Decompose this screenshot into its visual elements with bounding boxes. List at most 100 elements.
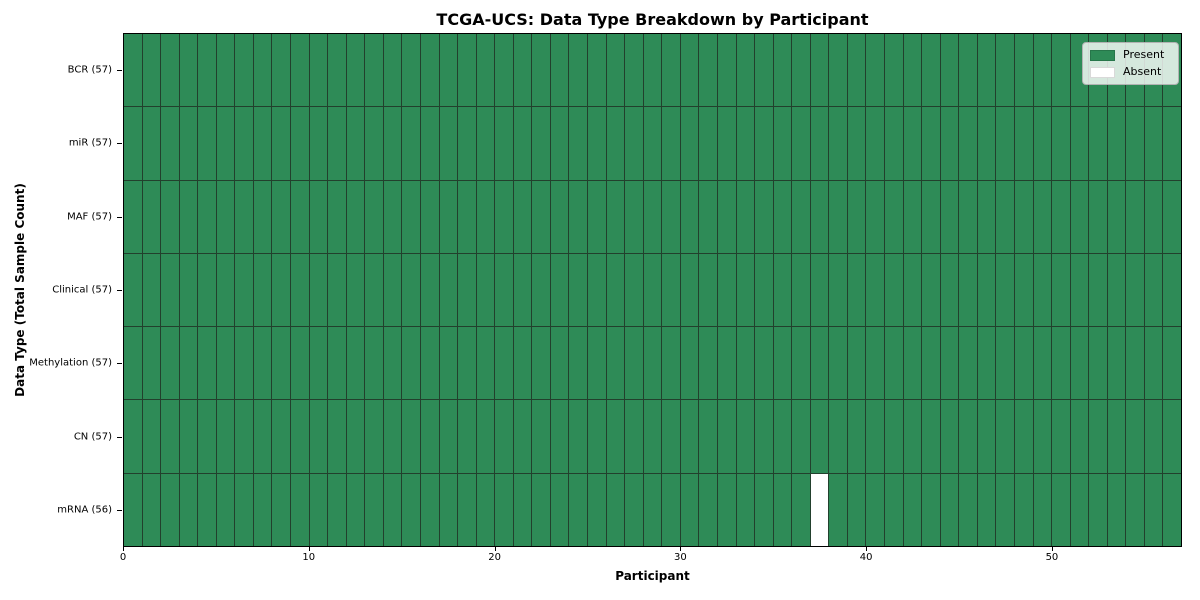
heatmap-cell [458, 400, 476, 473]
heatmap-cell [142, 107, 161, 180]
heatmap-cell [365, 400, 383, 473]
heatmap-cell [1014, 473, 1033, 546]
heatmap-cell [736, 400, 755, 473]
heatmap-cell [198, 473, 216, 546]
heatmap-cell [606, 473, 625, 546]
heatmap-cell [272, 107, 291, 180]
heatmap-cell [328, 327, 346, 400]
heatmap-cell [179, 34, 198, 107]
heatmap-cell [179, 400, 198, 473]
heatmap-cell [1070, 180, 1089, 253]
heatmap-cell [365, 473, 383, 546]
heatmap-cell [569, 473, 588, 546]
heatmap-cell [365, 34, 383, 107]
heatmap-cell [903, 253, 922, 327]
heatmap-cell [606, 34, 625, 107]
heatmap-cell [699, 34, 717, 107]
heatmap-cell [513, 400, 532, 473]
heatmap-cell [309, 473, 328, 546]
heatmap-cell [940, 107, 959, 180]
heatmap-cell [346, 400, 365, 473]
y-tick-label: Clinical (57) [52, 284, 112, 296]
legend-label: Absent [1123, 65, 1162, 78]
heatmap-cell [198, 180, 216, 253]
y-tick-mark [117, 143, 122, 145]
heatmap-cell [346, 253, 365, 327]
heatmap-cell [346, 180, 365, 253]
heatmap-cell [179, 473, 198, 546]
heatmap-cell [1052, 473, 1070, 546]
heatmap-cell [662, 473, 680, 546]
heatmap-cell [1014, 253, 1033, 327]
heatmap-cell [253, 180, 272, 253]
heatmap-cell [1089, 107, 1107, 180]
heatmap-cell [625, 180, 643, 253]
heatmap-cell [1052, 107, 1070, 180]
heatmap-cell [458, 180, 476, 253]
heatmap-cell [1144, 327, 1163, 400]
heatmap-cell [1070, 253, 1089, 327]
heatmap-cell [383, 180, 402, 253]
heatmap-cell [328, 107, 346, 180]
heatmap-cell [124, 34, 142, 107]
heatmap-cell [272, 253, 291, 327]
heatmap-cell [124, 107, 142, 180]
heatmap-cell [1033, 107, 1052, 180]
heatmap-cell [606, 180, 625, 253]
heatmap-cell [1126, 107, 1144, 180]
heatmap-cell [792, 180, 810, 253]
y-tick-label: miR (57) [68, 137, 112, 149]
heatmap-cell [996, 34, 1014, 107]
heatmap-cell [1126, 253, 1144, 327]
heatmap-cell [699, 107, 717, 180]
heatmap-cell [142, 327, 161, 400]
heatmap-cell [291, 180, 309, 253]
heatmap-cell [309, 34, 328, 107]
heatmap-cell [903, 180, 922, 253]
heatmap-cell [142, 253, 161, 327]
heatmap-cell [792, 34, 810, 107]
heatmap-cell [792, 473, 810, 546]
heatmap-cell [662, 253, 680, 327]
heatmap-cell [885, 180, 903, 253]
heatmap-cell [996, 327, 1014, 400]
heatmap-cell [198, 327, 216, 400]
heatmap-cell [569, 107, 588, 180]
heatmap-cell [662, 180, 680, 253]
heatmap-cell [717, 253, 736, 327]
heatmap-cell [977, 253, 996, 327]
heatmap-cell [216, 327, 235, 400]
heatmap-cell [161, 473, 179, 546]
heatmap-cell [643, 107, 662, 180]
heatmap-cell [346, 107, 365, 180]
heatmap-cell [773, 473, 792, 546]
heatmap-cell [903, 107, 922, 180]
heatmap-cell [346, 473, 365, 546]
heatmap-cell [161, 327, 179, 400]
heatmap-cell [996, 180, 1014, 253]
heatmap-cell [643, 180, 662, 253]
heatmap-cell [420, 180, 439, 253]
heatmap-cell [959, 327, 977, 400]
heatmap-plot-area [123, 33, 1182, 547]
x-tick-mark [680, 547, 682, 551]
heatmap-cell [717, 180, 736, 253]
heatmap-cell [662, 107, 680, 180]
heatmap-cell [198, 253, 216, 327]
heatmap-cell [606, 400, 625, 473]
heatmap-cell [458, 327, 476, 400]
heatmap-cell [606, 253, 625, 327]
heatmap-cell [235, 400, 253, 473]
heatmap-cell [179, 107, 198, 180]
heatmap-cell [959, 107, 977, 180]
y-tick-label: BCR (57) [67, 64, 112, 76]
heatmap-cell [476, 180, 495, 253]
heatmap-cell [532, 34, 550, 107]
heatmap-cell [755, 473, 773, 546]
heatmap-cell [439, 253, 458, 327]
heatmap-cell [940, 180, 959, 253]
heatmap-cell [142, 400, 161, 473]
y-tick-label: CN (57) [73, 431, 112, 443]
heatmap-cell [420, 473, 439, 546]
heatmap-cell [253, 400, 272, 473]
